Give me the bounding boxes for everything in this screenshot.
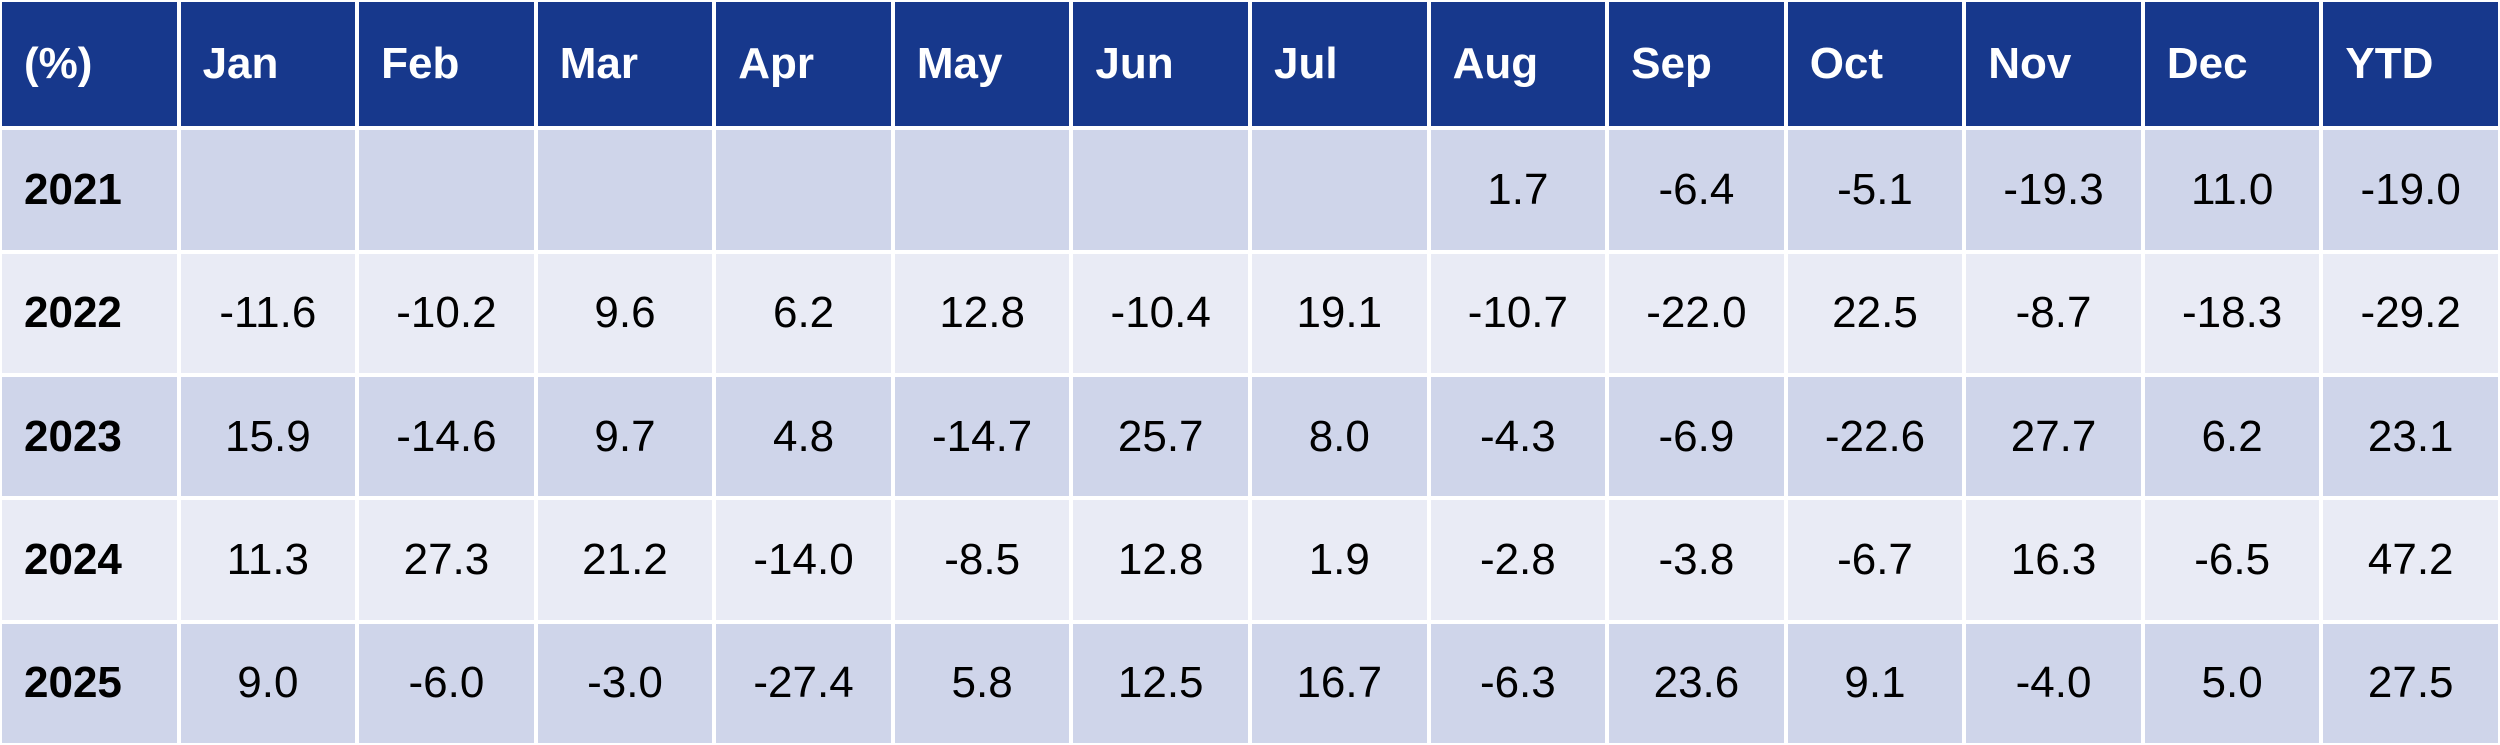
value-cell: -10.7: [1430, 253, 1606, 373]
value-cell: -6.0: [359, 623, 534, 743]
value-cell: 1.7: [1430, 130, 1606, 250]
value-cell: [180, 130, 356, 250]
value-cell: 12.8: [894, 253, 1070, 373]
value-cell: 27.5: [2323, 623, 2498, 743]
header-cell: Feb: [359, 2, 534, 127]
header-cell: Jul: [1251, 2, 1427, 127]
value-cell: -5.1: [1787, 130, 1963, 250]
value-cell: [716, 130, 891, 250]
header-cell: Jun: [1073, 2, 1248, 127]
value-cell: 5.0: [2144, 623, 2320, 743]
header-cell: Dec: [2144, 2, 2320, 127]
value-cell: 8.0: [1251, 376, 1427, 497]
value-cell: 22.5: [1787, 253, 1963, 373]
value-cell: 6.2: [2144, 376, 2320, 497]
header-cell: Jan: [180, 2, 356, 127]
value-cell: 9.0: [180, 623, 356, 743]
value-cell: -14.0: [716, 500, 891, 620]
value-cell: 23.6: [1609, 623, 1784, 743]
value-cell: -8.7: [1966, 253, 2141, 373]
value-cell: -14.7: [894, 376, 1070, 497]
header-cell: (%): [2, 2, 177, 127]
value-cell: 47.2: [2323, 500, 2498, 620]
value-cell: -6.3: [1430, 623, 1606, 743]
header-cell: Apr: [716, 2, 891, 127]
value-cell: 4.8: [716, 376, 891, 497]
value-cell: -10.2: [359, 253, 534, 373]
value-cell: -3.0: [537, 623, 713, 743]
value-cell: 23.1: [2323, 376, 2498, 497]
header-cell: Aug: [1430, 2, 1606, 127]
value-cell: 21.2: [537, 500, 713, 620]
value-cell: -10.4: [1073, 253, 1248, 373]
value-cell: 9.7: [537, 376, 713, 497]
value-cell: -3.8: [1609, 500, 1784, 620]
value-cell: -6.7: [1787, 500, 1963, 620]
value-cell: -19.0: [2323, 130, 2498, 250]
header-cell: Nov: [1966, 2, 2141, 127]
value-cell: -14.6: [359, 376, 534, 497]
value-cell: 5.8: [894, 623, 1070, 743]
value-cell: 11.3: [180, 500, 356, 620]
value-cell: -4.3: [1430, 376, 1606, 497]
value-cell: -18.3: [2144, 253, 2320, 373]
value-cell: -6.9: [1609, 376, 1784, 497]
row-label: 2025: [2, 623, 177, 743]
value-cell: -27.4: [716, 623, 891, 743]
value-cell: [1251, 130, 1427, 250]
value-cell: 9.1: [1787, 623, 1963, 743]
value-cell: [537, 130, 713, 250]
row-label: 2022: [2, 253, 177, 373]
value-cell: 16.3: [1966, 500, 2141, 620]
value-cell: 25.7: [1073, 376, 1248, 497]
header-cell: Sep: [1609, 2, 1784, 127]
value-cell: 12.8: [1073, 500, 1248, 620]
row-label: 2024: [2, 500, 177, 620]
value-cell: 12.5: [1073, 623, 1248, 743]
value-cell: 6.2: [716, 253, 891, 373]
value-cell: 15.9: [180, 376, 356, 497]
value-cell: [1073, 130, 1248, 250]
row-label: 2023: [2, 376, 177, 497]
value-cell: -2.8: [1430, 500, 1606, 620]
value-cell: [359, 130, 534, 250]
value-cell: 27.7: [1966, 376, 2141, 497]
value-cell: -22.0: [1609, 253, 1784, 373]
value-cell: -22.6: [1787, 376, 1963, 497]
value-cell: -6.5: [2144, 500, 2320, 620]
value-cell: -8.5: [894, 500, 1070, 620]
value-cell: 16.7: [1251, 623, 1427, 743]
value-cell: 19.1: [1251, 253, 1427, 373]
header-cell: YTD: [2323, 2, 2498, 127]
value-cell: 27.3: [359, 500, 534, 620]
value-cell: 9.6: [537, 253, 713, 373]
value-cell: 11.0: [2144, 130, 2320, 250]
value-cell: -11.6: [180, 253, 356, 373]
header-cell: Mar: [537, 2, 713, 127]
header-cell: May: [894, 2, 1070, 127]
row-label: 2021: [2, 130, 177, 250]
value-cell: 1.9: [1251, 500, 1427, 620]
value-cell: -6.4: [1609, 130, 1784, 250]
value-cell: [894, 130, 1070, 250]
value-cell: -19.3: [1966, 130, 2141, 250]
value-cell: -29.2: [2323, 253, 2498, 373]
header-cell: Oct: [1787, 2, 1963, 127]
value-cell: -4.0: [1966, 623, 2141, 743]
